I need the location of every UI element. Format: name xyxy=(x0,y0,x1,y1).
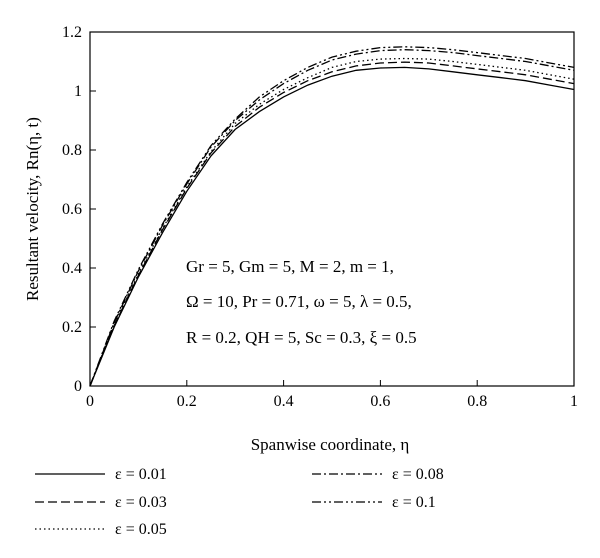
legend-label-1: ε = 0.01 xyxy=(115,466,167,483)
x-tick-label: 0.2 xyxy=(177,393,197,410)
legend-label-4: ε = 0.08 xyxy=(392,466,444,483)
legend-label-2: ε = 0.03 xyxy=(115,494,167,511)
y-axis-label: Resultant velocity, Rn(η, t) xyxy=(23,117,42,301)
x-tick-label: 0 xyxy=(86,393,94,410)
x-tick-label: 0.8 xyxy=(467,393,487,410)
y-tick-label: 0.4 xyxy=(62,260,82,277)
x-tick-label: 1 xyxy=(570,393,578,410)
y-tick-label: 0.6 xyxy=(62,201,82,218)
y-tick-label: 0.2 xyxy=(62,319,82,336)
y-tick-label: 1 xyxy=(74,83,82,100)
legend: ε = 0.01 ε = 0.03 ε = 0.05 ε = 0.08 ε = 0.1 xyxy=(35,466,444,538)
legend-label-3: ε = 0.05 xyxy=(115,521,167,538)
x-tick-label: 0.4 xyxy=(274,393,294,410)
series-line-2 xyxy=(89,61,575,387)
x-tick-label: 0.6 xyxy=(370,393,390,410)
y-tick-label: 0.8 xyxy=(62,142,82,159)
axis-ticks: 0 0.2 0.4 0.6 0.8 1 0 0.2 0.4 0.6 0.8 1 1.2 xyxy=(62,24,578,410)
series-line-3 xyxy=(89,57,575,387)
y-tick-label: 0 xyxy=(74,378,82,395)
series-line-4 xyxy=(89,49,575,387)
parameter-annotation-line-3: R = 0.2, QH = 5, Sc = 0.3, ξ = 0.5 xyxy=(186,328,417,347)
series-line-1 xyxy=(89,66,575,387)
parameter-annotation-line-1: Gr = 5, Gm = 5, M = 2, m = 1, xyxy=(186,257,394,276)
series-lines xyxy=(89,46,575,387)
parameter-annotation-line-2: Ω = 10, Pr = 0.71, ω = 5, λ = 0.5, xyxy=(186,292,412,311)
y-tick-label: 1.2 xyxy=(62,24,82,41)
series-line-5 xyxy=(89,46,575,387)
legend-label-5: ε = 0.1 xyxy=(392,494,436,511)
x-axis-label: Spanwise coordinate, η xyxy=(251,435,410,454)
